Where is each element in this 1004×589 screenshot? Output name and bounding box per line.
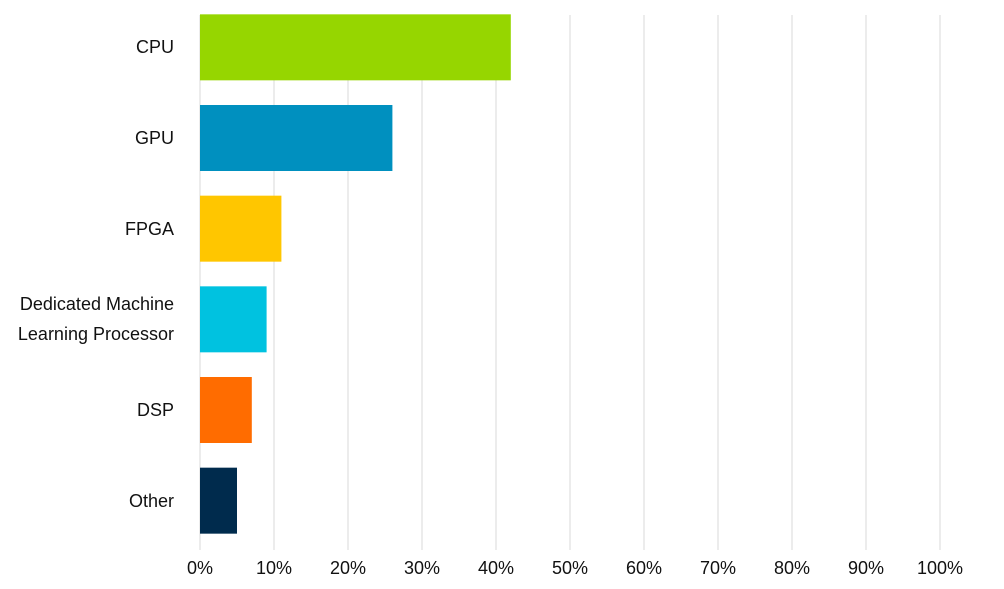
category-label: Other xyxy=(128,490,174,511)
x-tick-label: 70% xyxy=(700,558,736,578)
x-tick-label: 100% xyxy=(917,558,963,578)
category-label: FPGA xyxy=(124,218,174,239)
x-tick-label: 20% xyxy=(330,558,366,578)
x-tick-label: 80% xyxy=(774,558,810,578)
bar xyxy=(200,195,282,262)
bar xyxy=(200,14,511,81)
category-label: Dedicated Machine Learning Processor xyxy=(17,294,174,345)
bar xyxy=(200,467,237,534)
x-tick-label: 60% xyxy=(626,558,662,578)
bar xyxy=(200,286,267,353)
x-tick-label: 40% xyxy=(478,558,514,578)
bar xyxy=(200,377,252,443)
x-tick-label: 50% xyxy=(552,558,588,578)
x-tick-label: 10% xyxy=(256,558,292,578)
category-label: DSP xyxy=(136,400,174,420)
x-tick-label: 0% xyxy=(187,558,213,578)
category-label: CPU xyxy=(135,37,174,58)
category-label: GPU xyxy=(134,128,174,148)
x-tick-label: 30% xyxy=(404,558,440,578)
x-tick-label: 90% xyxy=(848,558,884,578)
bar xyxy=(200,105,393,171)
